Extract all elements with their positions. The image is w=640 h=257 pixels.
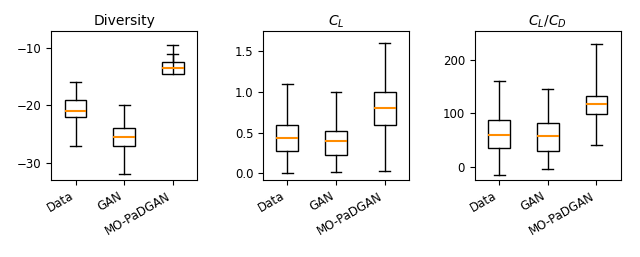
Title: $C_L/C_D$: $C_L/C_D$ [528, 13, 567, 30]
PathPatch shape [537, 123, 559, 151]
PathPatch shape [488, 120, 510, 148]
PathPatch shape [586, 96, 607, 114]
PathPatch shape [325, 131, 347, 155]
PathPatch shape [113, 128, 135, 145]
PathPatch shape [162, 62, 184, 74]
Title: $C_L$: $C_L$ [328, 13, 344, 30]
PathPatch shape [374, 92, 396, 124]
PathPatch shape [65, 100, 86, 117]
Title: Diversity: Diversity [93, 14, 155, 28]
PathPatch shape [276, 124, 298, 151]
